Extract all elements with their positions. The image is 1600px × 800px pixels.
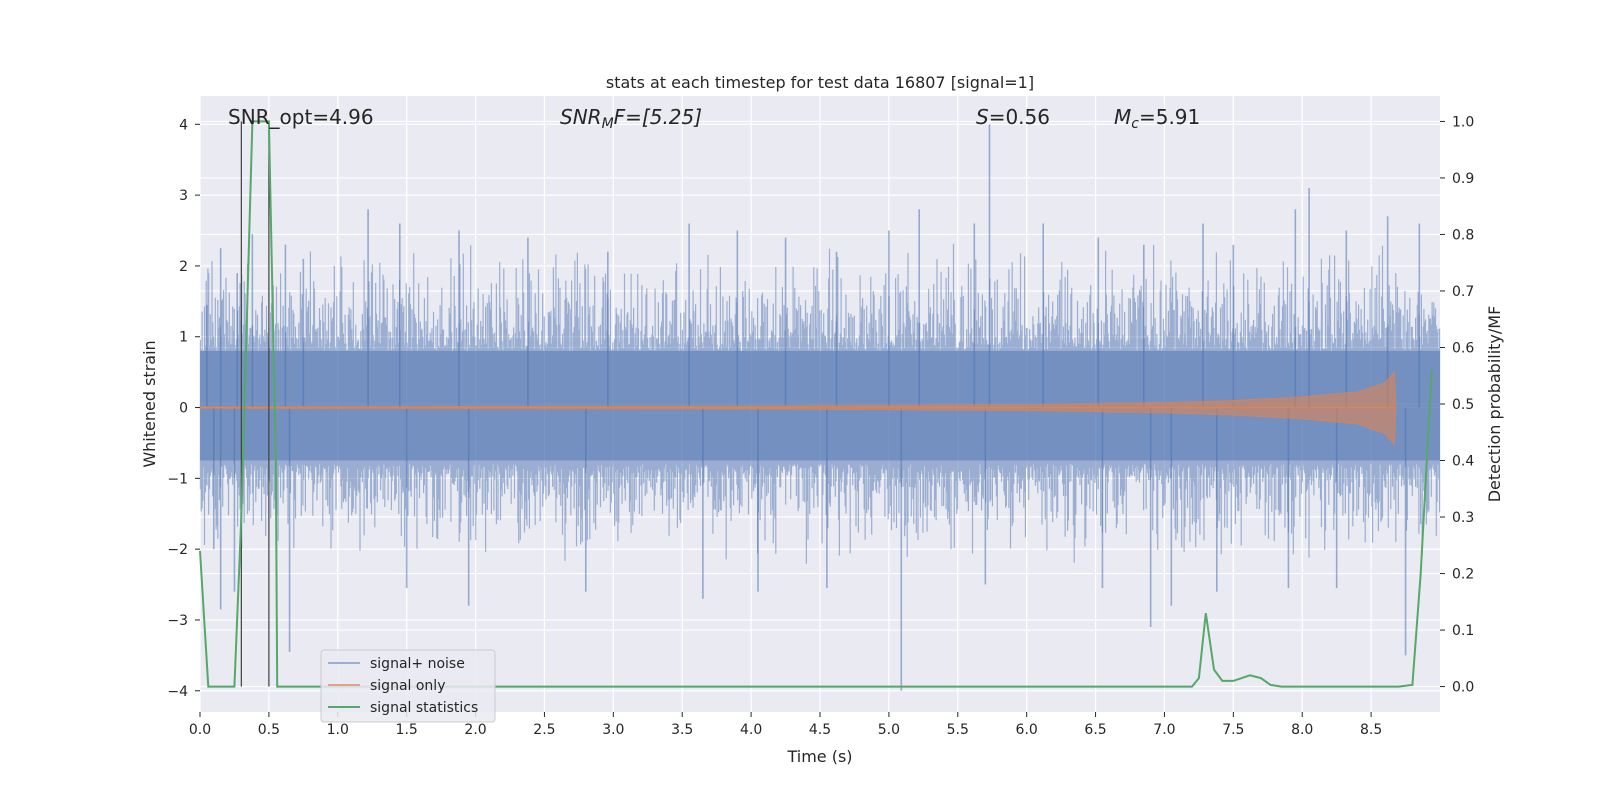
y-axis-ticks: −4 −3 −2 −1 0 1 2 3 4 — [167, 117, 200, 700]
y-tick-label-3: −1 — [167, 471, 188, 487]
x-axis-ticks: 0.0 0.5 1.0 1.5 2.0 2.5 3.0 3.5 4.0 4.5 5.0 5.5 6.0 6… — [189, 712, 1382, 738]
x-tick-label-0: 0.0 — [189, 722, 211, 738]
y-tick-label-1: −3 — [167, 613, 188, 629]
annotation-s: S=0.56 — [976, 105, 1050, 129]
y2-tick-label-10: 1.0 — [1452, 114, 1474, 130]
x-tick-label-17: 8.5 — [1360, 722, 1382, 738]
y-tick-label-6: 2 — [179, 259, 188, 275]
x-tick-label-2: 1.0 — [327, 722, 349, 738]
vertical-markers — [240, 121, 270, 687]
x-tick-label-9: 4.5 — [809, 722, 831, 738]
y2-axis-ticks: 0.0 0.1 0.2 0.3 0.4 0.5 0.6 0.7 0.8 0.9 1.0 — [1440, 114, 1474, 696]
x-tick-label-14: 7.0 — [1153, 722, 1175, 738]
snr-mf-rest: F=[5.25] — [614, 105, 702, 129]
y-tick-label-4: 0 — [179, 401, 188, 417]
y2-tick-label-6: 0.6 — [1452, 340, 1474, 356]
x-tick-label-1: 0.5 — [258, 722, 280, 738]
y-tick-label-0: −4 — [167, 684, 188, 700]
x-tick-label-12: 6.0 — [1016, 722, 1038, 738]
y-tick-label-7: 3 — [179, 188, 188, 204]
x-tick-label-16: 8.0 — [1291, 722, 1313, 738]
annotation-mc: Mc=5.91 — [1114, 105, 1200, 132]
mc-subscript: c — [1131, 116, 1139, 132]
snr-mf-symbol: SNR — [560, 105, 602, 129]
y2-tick-label-1: 0.1 — [1452, 623, 1474, 639]
signal-only-envelope — [199, 370, 1397, 446]
y-tick-label-8: 4 — [179, 117, 188, 133]
x-tick-label-7: 3.5 — [671, 722, 693, 738]
legend-label-signal-only: signal only — [370, 678, 445, 694]
x-tick-label-10: 5.0 — [878, 722, 900, 738]
y2-axis-label: Detection probability/MF — [1485, 306, 1504, 503]
x-tick-label-8: 4.0 — [740, 722, 762, 738]
y2-tick-label-9: 0.9 — [1452, 171, 1474, 187]
x-tick-label-11: 5.5 — [947, 722, 969, 738]
chart-title: stats at each timestep for test data 168… — [606, 73, 1034, 92]
legend-label-signal-statistics: signal statistics — [370, 700, 478, 716]
y-tick-label-2: −2 — [167, 542, 188, 558]
signal-only-series — [199, 370, 1397, 446]
x-axis-label: Time (s) — [786, 747, 852, 766]
x-tick-label-6: 3.0 — [602, 722, 624, 738]
x-tick-label-15: 7.5 — [1222, 722, 1244, 738]
x-tick-label-13: 6.5 — [1084, 722, 1106, 738]
legend: signal+ noise signal only signal statist… — [320, 649, 496, 723]
s-symbol: S — [976, 105, 989, 129]
s-rest: =0.56 — [989, 105, 1050, 129]
mc-rest: =5.91 — [1139, 105, 1200, 129]
x-tick-label-3: 1.5 — [396, 722, 418, 738]
legend-box — [320, 649, 496, 723]
y2-tick-label-8: 0.8 — [1452, 227, 1474, 243]
mc-symbol: M — [1114, 105, 1131, 129]
y2-tick-label-7: 0.7 — [1452, 284, 1474, 300]
y-axis-label: Whitened strain — [140, 340, 159, 467]
y2-tick-label-5: 0.5 — [1452, 397, 1474, 413]
y2-tick-label-3: 0.3 — [1452, 510, 1474, 526]
snr-mf-subscript: M — [602, 116, 614, 132]
signal-statistics-line — [199, 120, 1433, 688]
y-tick-label-5: 1 — [179, 330, 188, 346]
x-tick-label-4: 2.0 — [464, 722, 486, 738]
signal-statistics-series — [199, 120, 1433, 688]
annotation-snr-opt: SNR_opt=4.96 — [228, 105, 374, 129]
annotation-snr-mf: SNRMF=[5.25] — [560, 105, 702, 132]
legend-label-signal-noise: signal+ noise — [370, 656, 465, 672]
x-tick-label-5: 2.5 — [533, 722, 555, 738]
y2-tick-label-0: 0.0 — [1452, 680, 1474, 696]
y2-tick-label-2: 0.2 — [1452, 567, 1474, 583]
y2-tick-label-4: 0.4 — [1452, 454, 1474, 470]
